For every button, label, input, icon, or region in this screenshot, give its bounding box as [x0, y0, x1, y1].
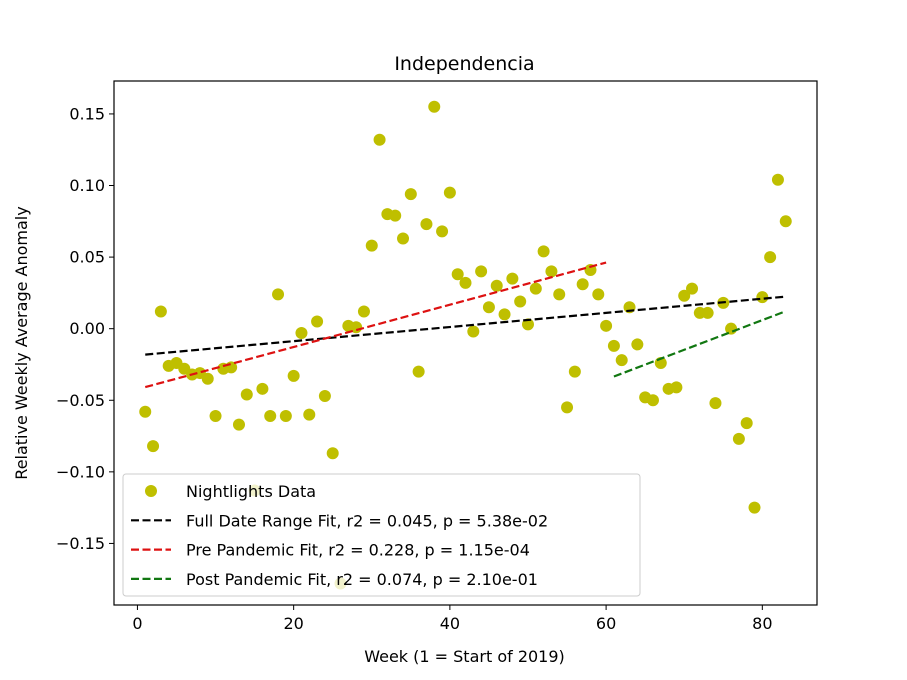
data-point [561, 401, 574, 414]
data-point [404, 188, 417, 201]
data-point [397, 232, 410, 245]
data-point [240, 388, 253, 401]
data-point [373, 133, 386, 146]
data-point [451, 268, 464, 281]
data-point [686, 282, 699, 295]
data-point [389, 209, 402, 222]
data-point [514, 295, 527, 308]
data-point [498, 308, 511, 321]
plot-area [139, 100, 792, 590]
data-point [701, 306, 714, 319]
data-point [436, 225, 449, 238]
fit-line-1 [145, 295, 786, 356]
data-point [631, 338, 644, 351]
data-point [318, 389, 331, 402]
data-point [490, 279, 503, 292]
y-axis-label: Relative Weekly Average Anomaly [12, 206, 31, 479]
data-point [459, 276, 472, 289]
data-point [256, 382, 269, 395]
data-point [553, 288, 566, 301]
data-point [545, 265, 558, 278]
data-point [279, 410, 292, 423]
data-point [326, 447, 339, 460]
data-point [600, 319, 613, 332]
data-point [740, 417, 753, 430]
y-tick-label: 0.10 [69, 176, 105, 195]
data-point [521, 318, 534, 331]
data-point [357, 305, 370, 318]
x-tick-label: 80 [752, 614, 772, 633]
plot-frame [113, 80, 818, 606]
data-point [506, 272, 519, 285]
y-tick-label: 0.15 [69, 104, 105, 123]
y-tick-label: −0.10 [56, 462, 105, 481]
data-point [287, 369, 300, 382]
data-point [537, 245, 550, 258]
data-point [154, 305, 167, 318]
x-tick-label: 0 [132, 614, 142, 633]
data-point [201, 372, 214, 385]
data-point [709, 397, 722, 410]
data-point [475, 265, 488, 278]
data-point [443, 186, 456, 199]
data-point [467, 325, 480, 338]
x-axis-label: Week (1 = Start of 2019) [364, 647, 565, 666]
data-point [139, 405, 152, 418]
data-point [670, 381, 683, 394]
data-point [568, 365, 581, 378]
data-point [428, 100, 441, 113]
x-axis-ticks: 0 20 40 60 80 [132, 605, 773, 633]
legend: Nightlights Data Full Date Range Fit, r2 … [122, 473, 641, 597]
data-point [303, 408, 316, 421]
legend-label: Full Date Range Fit, r2 = 0.045, p = 5.3… [186, 511, 548, 530]
data-point [412, 365, 425, 378]
data-point [764, 251, 777, 264]
y-tick-label: −0.15 [56, 534, 105, 553]
data-point [420, 218, 433, 231]
legend-box [122, 473, 641, 597]
data-point [365, 239, 378, 252]
fit-line-3 [613, 310, 787, 378]
data-point [272, 288, 285, 301]
data-point [748, 501, 761, 514]
data-point [147, 440, 160, 453]
chart-title: Independencia [394, 53, 534, 75]
data-point [756, 291, 769, 304]
y-tick-label: 0.05 [69, 248, 105, 267]
data-point [779, 215, 792, 228]
x-tick-label: 40 [440, 614, 460, 633]
data-point [264, 410, 277, 423]
legend-marker [145, 485, 157, 497]
data-point [529, 282, 542, 295]
data-point [615, 354, 628, 367]
fit-line-2 [144, 261, 607, 389]
data-point [607, 339, 620, 352]
data-point [592, 288, 605, 301]
legend-label: Pre Pandemic Fit, r2 = 0.228, p = 1.15e-… [186, 541, 530, 560]
data-point [209, 410, 222, 423]
data-point [646, 394, 659, 407]
legend-label: Post Pandemic Fit, r2 = 0.074, p = 2.10e… [186, 570, 538, 589]
x-tick-label: 60 [596, 614, 616, 633]
data-point [295, 326, 308, 339]
data-point [232, 418, 245, 431]
data-point [771, 173, 784, 186]
data-point [482, 301, 495, 314]
y-axis-ticks: −0.15 −0.10 −0.05 0.00 0.05 0.10 0.15 [56, 104, 114, 553]
data-point [678, 289, 691, 302]
legend-label: Nightlights Data [186, 482, 316, 501]
data-point [576, 278, 589, 291]
y-tick-label: −0.05 [56, 391, 105, 410]
data-point [732, 432, 745, 445]
y-tick-label: 0.00 [69, 319, 105, 338]
x-tick-label: 20 [283, 614, 303, 633]
data-point [311, 315, 324, 328]
